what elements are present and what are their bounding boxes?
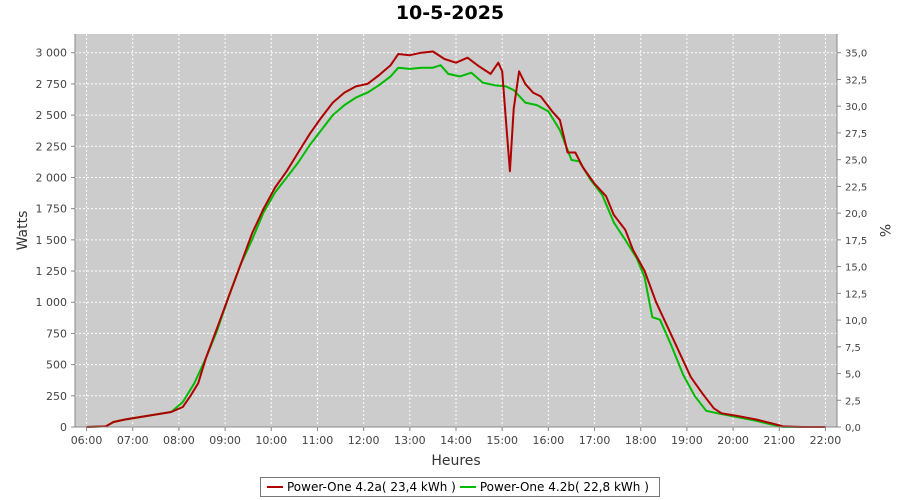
y2-tick-label: 20,0	[845, 209, 867, 220]
y-tick-label: 500	[46, 359, 67, 372]
x-tick-label: 15:00	[486, 434, 518, 447]
y-tick-label: 250	[46, 390, 67, 403]
x-tick-label: 09:00	[209, 434, 241, 447]
y2-tick-label: 10,0	[845, 316, 867, 327]
legend-item-series-b: Power-One 4.2b( 22,8 kWh )	[459, 480, 649, 494]
chart-title: 10-5-2025	[395, 2, 505, 24]
x-tick-label: 18:00	[625, 434, 657, 447]
x-tick-label: 11:00	[302, 434, 334, 447]
x-tick-label: 20:00	[717, 434, 749, 447]
y2-tick-label: 12,5	[845, 289, 867, 300]
series-line-a	[86, 50, 826, 428]
y2-tick-label: 35,0	[845, 49, 867, 60]
x-tick-label: 14:00	[440, 434, 472, 447]
x-tick-label: 08:00	[163, 434, 195, 447]
axes: 0 250 500 750 1 000 1 250 1 500 1 750 2 000 2 250…	[36, 34, 867, 447]
series-layer	[86, 50, 826, 428]
y-tick-label: 2 250	[36, 140, 68, 153]
y2-tick-label: 5,0	[845, 370, 861, 381]
x-tick-label: 12:00	[348, 434, 380, 447]
x-tick-label: 17:00	[579, 434, 611, 447]
y-tick-label: 2 500	[36, 109, 68, 122]
y-tick-label: 0	[60, 421, 67, 434]
y-axis-label: Watts	[15, 211, 31, 251]
x-tick-label: 16:00	[533, 434, 565, 447]
y2-tick-label: 22,5	[845, 182, 867, 193]
y2-tick-label: 30,0	[845, 102, 867, 113]
y2-tick-label: 32,5	[845, 75, 867, 86]
legend-label-series-a: Power-One 4.2a( 23,4 kWh )	[287, 480, 456, 494]
x-tick-label: 07:00	[117, 434, 149, 447]
y2-tick-label: 2,5	[845, 396, 861, 407]
legend-label-series-b: Power-One 4.2b( 22,8 kWh )	[479, 480, 649, 494]
x-tick-label: 21:00	[763, 434, 795, 447]
y2-axis-label: %	[876, 224, 892, 237]
legend-swatch-series-a	[267, 486, 283, 488]
x-tick-label: 10:00	[255, 434, 287, 447]
x-tick-label: 22:00	[810, 434, 842, 447]
y2-tick-label: 15,0	[845, 263, 867, 274]
y2-tick-label: 0,0	[845, 423, 861, 434]
y-tick-label: 1 000	[36, 296, 68, 309]
y2-tick-label: 27,5	[845, 129, 867, 140]
legend: Power-One 4.2a( 23,4 kWh ) Power-One 4.2…	[260, 477, 660, 497]
x-tick-label: 13:00	[394, 434, 426, 447]
y-tick-label: 1 750	[36, 203, 68, 216]
legend-item-series-a: Power-One 4.2a( 23,4 kWh )	[267, 480, 456, 494]
x-axis-label: Heures	[431, 453, 480, 469]
y-tick-label: 2 750	[36, 78, 68, 91]
x-tick-label: 06:00	[71, 434, 103, 447]
y-tick-label: 3 000	[36, 47, 68, 60]
grid-lines	[75, 34, 837, 428]
y-tick-label: 2 000	[36, 171, 68, 184]
y2-tick-label: 25,0	[845, 156, 867, 167]
legend-swatch-series-b	[459, 486, 476, 488]
y2-tick-label: 7,5	[845, 343, 861, 354]
y2-tick-label: 17,5	[845, 236, 867, 247]
y-tick-label: 750	[46, 327, 67, 340]
x-tick-label: 19:00	[671, 434, 703, 447]
y-tick-label: 1 500	[36, 234, 68, 247]
y-tick-label: 1 250	[36, 265, 68, 278]
